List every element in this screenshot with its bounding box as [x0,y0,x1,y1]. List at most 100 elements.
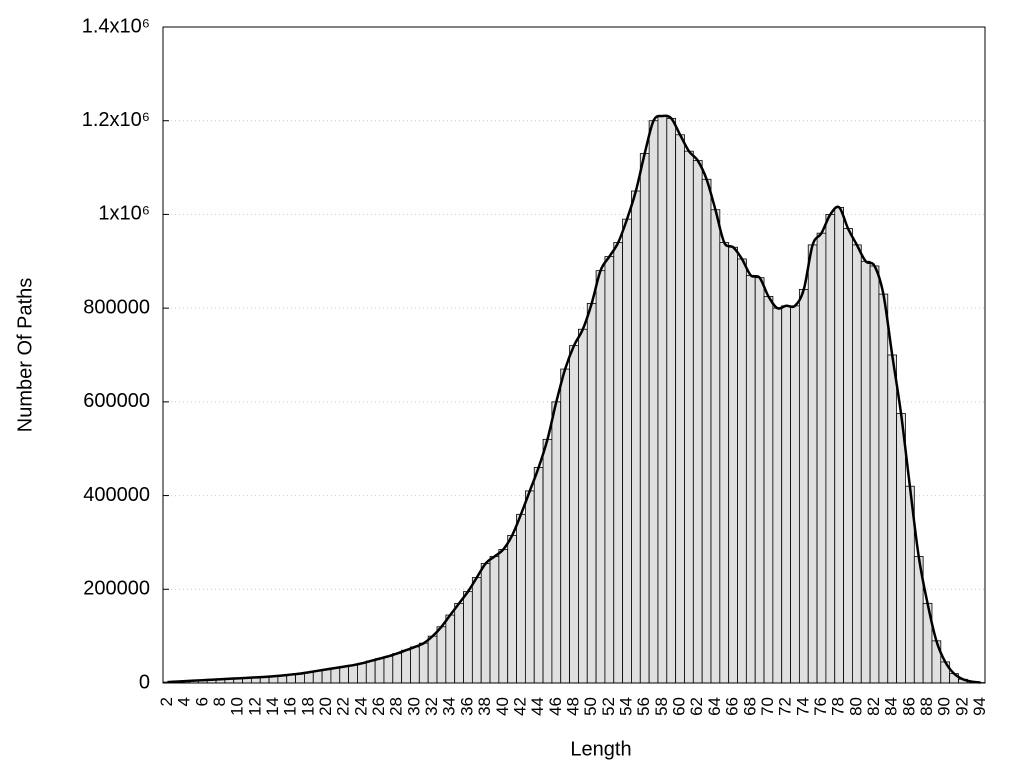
bar [860,260,871,684]
x-tick-label: 2 [157,697,176,706]
bar [533,467,544,684]
bar [763,296,774,684]
x-tick-label: 26 [369,697,388,716]
bar [321,669,332,684]
bar [348,664,358,684]
y-tick-label: 1.4x10⁶ [82,15,150,37]
x-tick-label: 44 [528,697,547,716]
x-tick-label: 72 [776,697,795,716]
bar [887,354,898,684]
x-tick-label: 30 [404,697,423,716]
bar [869,265,880,684]
bar [622,218,632,684]
bar [798,288,809,684]
x-tick-label: 84 [882,697,901,716]
bar [392,653,403,684]
x-tick-label: 22 [334,697,353,716]
x-tick-label: 58 [652,697,671,716]
x-tick-label: 82 [864,697,883,716]
bar [560,368,570,684]
bar [666,117,677,684]
bar [807,244,818,684]
bar [648,120,659,684]
x-tick-label: 42 [510,697,529,716]
bar [471,577,482,684]
plot-frame [162,26,986,684]
x-tick-label: 88 [917,697,936,716]
bar [896,413,906,684]
x-tick-label: 46 [546,697,565,716]
x-tick-label: 76 [811,697,830,716]
y-tick-label: 0 [139,671,150,693]
x-tick-label: 78 [829,697,848,716]
x-tick-label: 8 [210,697,229,706]
x-tick-label: 14 [263,697,282,716]
bar [383,655,394,684]
x-tick-label: 50 [581,697,600,716]
y-axis-title: Number Of Paths [14,278,36,433]
y-tick-label: 600000 [83,390,150,412]
bar [454,602,464,684]
bar [878,293,889,684]
x-tick-label: 48 [563,697,582,716]
x-tick-label: 38 [475,697,494,716]
x-tick-label: 32 [422,697,441,716]
x-tick-label: 92 [952,697,971,716]
bar [710,209,721,684]
x-tick-label: 16 [281,697,300,716]
x-tick-label: 34 [440,697,459,716]
x-tick-label: 70 [758,697,777,716]
bar [852,244,862,684]
x-tick-label: 56 [634,697,653,716]
bar [604,256,615,684]
bar [834,206,844,684]
bar [374,658,385,684]
x-tick-label: 64 [705,697,724,716]
x-tick-label: 94 [970,697,989,716]
bar [825,214,836,684]
x-tick-label: 28 [387,697,406,716]
bar [692,160,703,684]
bar [551,401,562,684]
bar [657,115,668,684]
bar [772,307,783,684]
bar [684,150,694,684]
bar [365,660,376,684]
bar [489,556,500,684]
x-tick-label: 62 [687,697,706,716]
y-tick-label: 1.2x10⁶ [82,109,150,131]
smooth-line [167,114,981,684]
bar [330,667,341,684]
bar [569,345,579,684]
bar [401,649,411,684]
x-tick-label: 40 [493,697,512,716]
x-axis-title: Length [570,738,631,760]
bar [745,274,756,684]
bar [613,242,624,684]
x-tick-label: 74 [793,697,812,716]
y-tick-label: 800000 [83,296,150,318]
bar [427,635,438,684]
x-tick-label: 4 [175,697,194,706]
bar [631,190,641,684]
bar [675,134,685,684]
bar [507,535,517,684]
bar [418,642,429,684]
x-tick-label: 36 [457,697,476,716]
bar [498,549,509,684]
x-tick-label: 86 [899,697,918,716]
x-tick-label: 10 [228,697,247,716]
x-tick-label: 54 [617,697,636,716]
y-tick-label: 1x10⁶ [98,203,150,225]
bar [737,258,747,684]
x-tick-label: 6 [192,697,211,706]
bar [410,646,420,684]
bar [816,232,827,684]
x-tick-label: 18 [298,697,317,716]
bar [463,591,473,684]
bar [542,438,553,684]
bar [312,670,323,684]
bar [728,246,738,684]
bar [445,614,456,684]
